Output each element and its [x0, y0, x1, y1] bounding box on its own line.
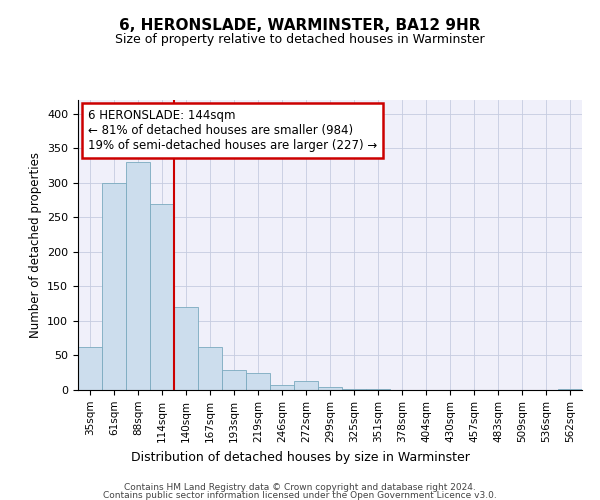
Text: Distribution of detached houses by size in Warminster: Distribution of detached houses by size …	[131, 451, 469, 464]
Bar	[246, 372, 270, 390]
Bar	[222, 370, 246, 390]
Bar	[174, 307, 198, 390]
Text: Contains HM Land Registry data © Crown copyright and database right 2024.: Contains HM Land Registry data © Crown c…	[124, 483, 476, 492]
Bar	[270, 385, 294, 390]
Text: 6, HERONSLADE, WARMINSTER, BA12 9HR: 6, HERONSLADE, WARMINSTER, BA12 9HR	[119, 18, 481, 32]
Bar	[102, 183, 126, 390]
Text: 6 HERONSLADE: 144sqm
← 81% of detached houses are smaller (984)
19% of semi-deta: 6 HERONSLADE: 144sqm ← 81% of detached h…	[88, 108, 377, 152]
Bar	[318, 386, 342, 390]
Bar	[294, 381, 318, 390]
Y-axis label: Number of detached properties: Number of detached properties	[29, 152, 41, 338]
Text: Size of property relative to detached houses in Warminster: Size of property relative to detached ho…	[115, 32, 485, 46]
Bar	[198, 346, 222, 390]
Bar	[342, 388, 366, 390]
Bar	[558, 388, 582, 390]
Bar	[78, 347, 102, 390]
Bar	[126, 162, 150, 390]
Bar	[150, 204, 174, 390]
Text: Contains public sector information licensed under the Open Government Licence v3: Contains public sector information licen…	[103, 490, 497, 500]
